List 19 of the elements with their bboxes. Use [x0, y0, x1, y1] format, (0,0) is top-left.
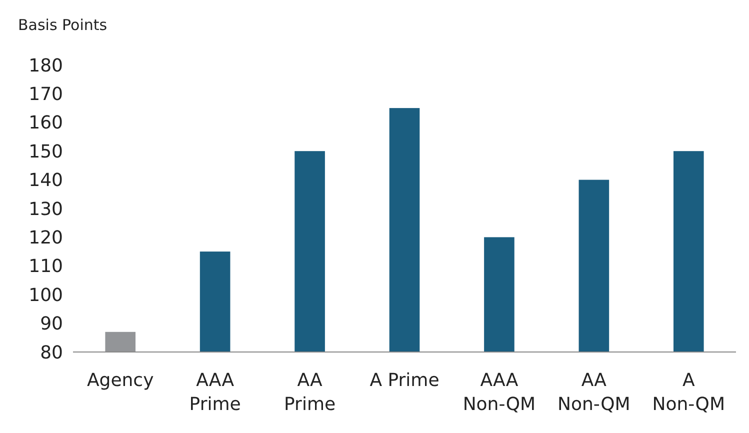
x-tick-label: AAA Prime [189, 370, 241, 415]
y-tick-label: 170 [28, 84, 63, 105]
y-tick-label: 160 [28, 112, 63, 134]
y-tick-label: 120 [28, 228, 63, 248]
y-axis-title: Basis Points [18, 16, 108, 34]
y-tick-label: 80 [40, 342, 63, 364]
x-tick-label: AA Non-QM [558, 370, 630, 415]
x-tick-label: A Prime [370, 370, 440, 391]
y-tick-label: 140 [28, 170, 63, 192]
y-tick-label: 180 [28, 55, 63, 76]
x-tick-label: Agency [86, 370, 154, 391]
x-tick-label: A Non-QM [652, 370, 726, 415]
x-tick-label: AAA Non-QM [462, 370, 536, 415]
y-tick-label: 150 [28, 141, 63, 162]
x-tick-label: AA Prime [284, 370, 336, 415]
y-tick-label: 90 [40, 314, 63, 335]
y-tick-label: 100 [28, 284, 63, 306]
y-tick-label: 110 [28, 256, 63, 278]
y-tick-label: 130 [28, 198, 63, 220]
